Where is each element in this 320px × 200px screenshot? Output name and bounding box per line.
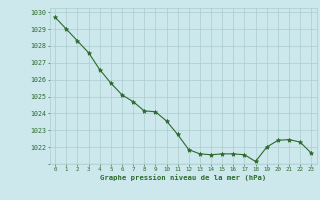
- X-axis label: Graphe pression niveau de la mer (hPa): Graphe pression niveau de la mer (hPa): [100, 174, 266, 181]
